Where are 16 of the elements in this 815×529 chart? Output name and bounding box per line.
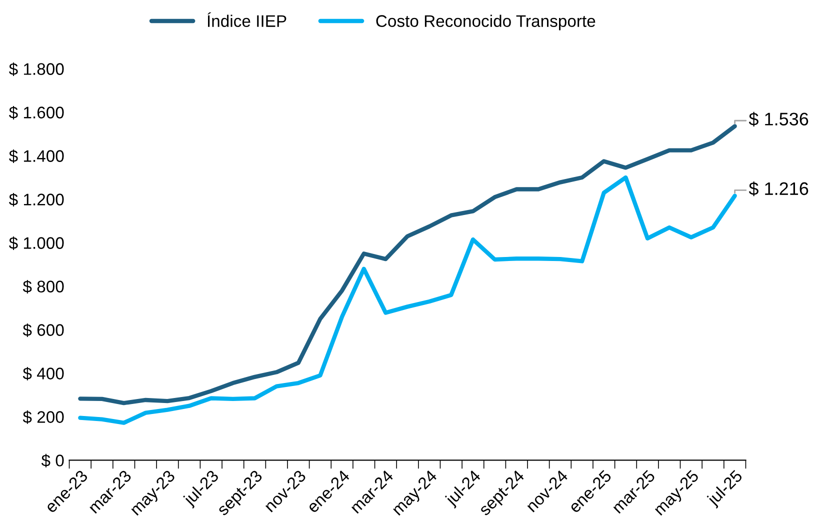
y-tick-label: $ 1.000	[8, 236, 64, 250]
y-tick-label: $ 800	[22, 280, 64, 294]
y-tick-label: $ 400	[22, 366, 64, 380]
y-tick-label: $ 200	[22, 410, 64, 424]
line-series	[78, 175, 737, 425]
y-tick-label: $ 600	[22, 323, 64, 337]
data-label: $ 1.536	[748, 112, 808, 127]
data-label: $ 1.216	[748, 182, 808, 196]
y-tick-label: $ 1.800	[8, 62, 64, 76]
y-tick-label: $ 0	[41, 454, 64, 468]
legend-label: Índice IIEP	[208, 12, 286, 27]
y-tick-label: $ 1.600	[8, 106, 64, 120]
line-series	[78, 124, 737, 406]
legend-label: Costo Reconocido Transporte	[376, 14, 596, 30]
y-tick-label: $ 1.200	[8, 192, 64, 206]
y-tick-label: $ 1.400	[8, 149, 64, 163]
